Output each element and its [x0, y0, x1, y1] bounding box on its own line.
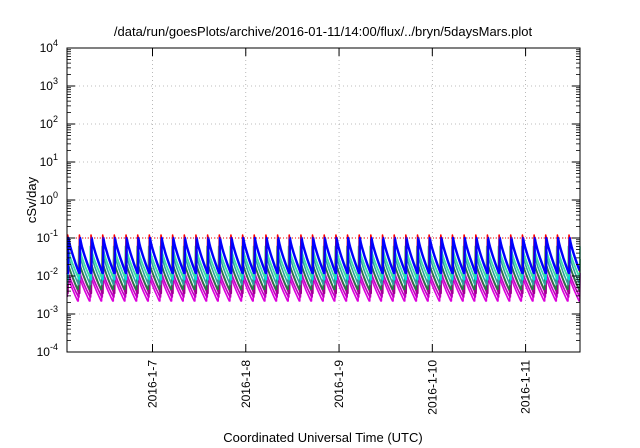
y-tick-label: 10-2: [37, 266, 58, 283]
y-tick-label: 102: [40, 114, 58, 131]
x-tick-label: 2016-1-11: [519, 360, 533, 414]
x-axis-label: Coordinated Universal Time (UTC): [223, 430, 422, 445]
x-tick-label: 2016-1-7: [146, 360, 160, 408]
y-tick-label: 10-3: [37, 304, 58, 321]
y-tick-label: 10-4: [37, 342, 58, 359]
chart-title: /data/run/goesPlots/archive/2016-01-11/1…: [114, 24, 533, 39]
y-tick-label: 104: [40, 38, 58, 55]
series-group: [66, 234, 581, 302]
y-tick-label: 103: [40, 76, 58, 93]
series-line: [66, 236, 581, 275]
y-axis-label: cSv/day: [24, 176, 39, 223]
x-tick-label: 2016-1-10: [425, 360, 439, 415]
x-axis: 2016-1-7 2016-1-8 2016-1-9 2016-1-10 2016-1-…: [146, 48, 533, 415]
series-line: [66, 252, 581, 286]
series-line: [66, 269, 581, 298]
x-tick-label: 2016-1-8: [239, 360, 253, 408]
y-tick-label: 100: [40, 190, 58, 207]
y-tick-label: 101: [40, 152, 58, 169]
x-tick-label: 2016-1-9: [332, 360, 346, 408]
grid: [67, 48, 580, 352]
y-axis: 10-4 10-3 10-2 10-1 100 101 102 103 104: [37, 38, 580, 359]
y-tick-label: 10-1: [37, 228, 58, 245]
